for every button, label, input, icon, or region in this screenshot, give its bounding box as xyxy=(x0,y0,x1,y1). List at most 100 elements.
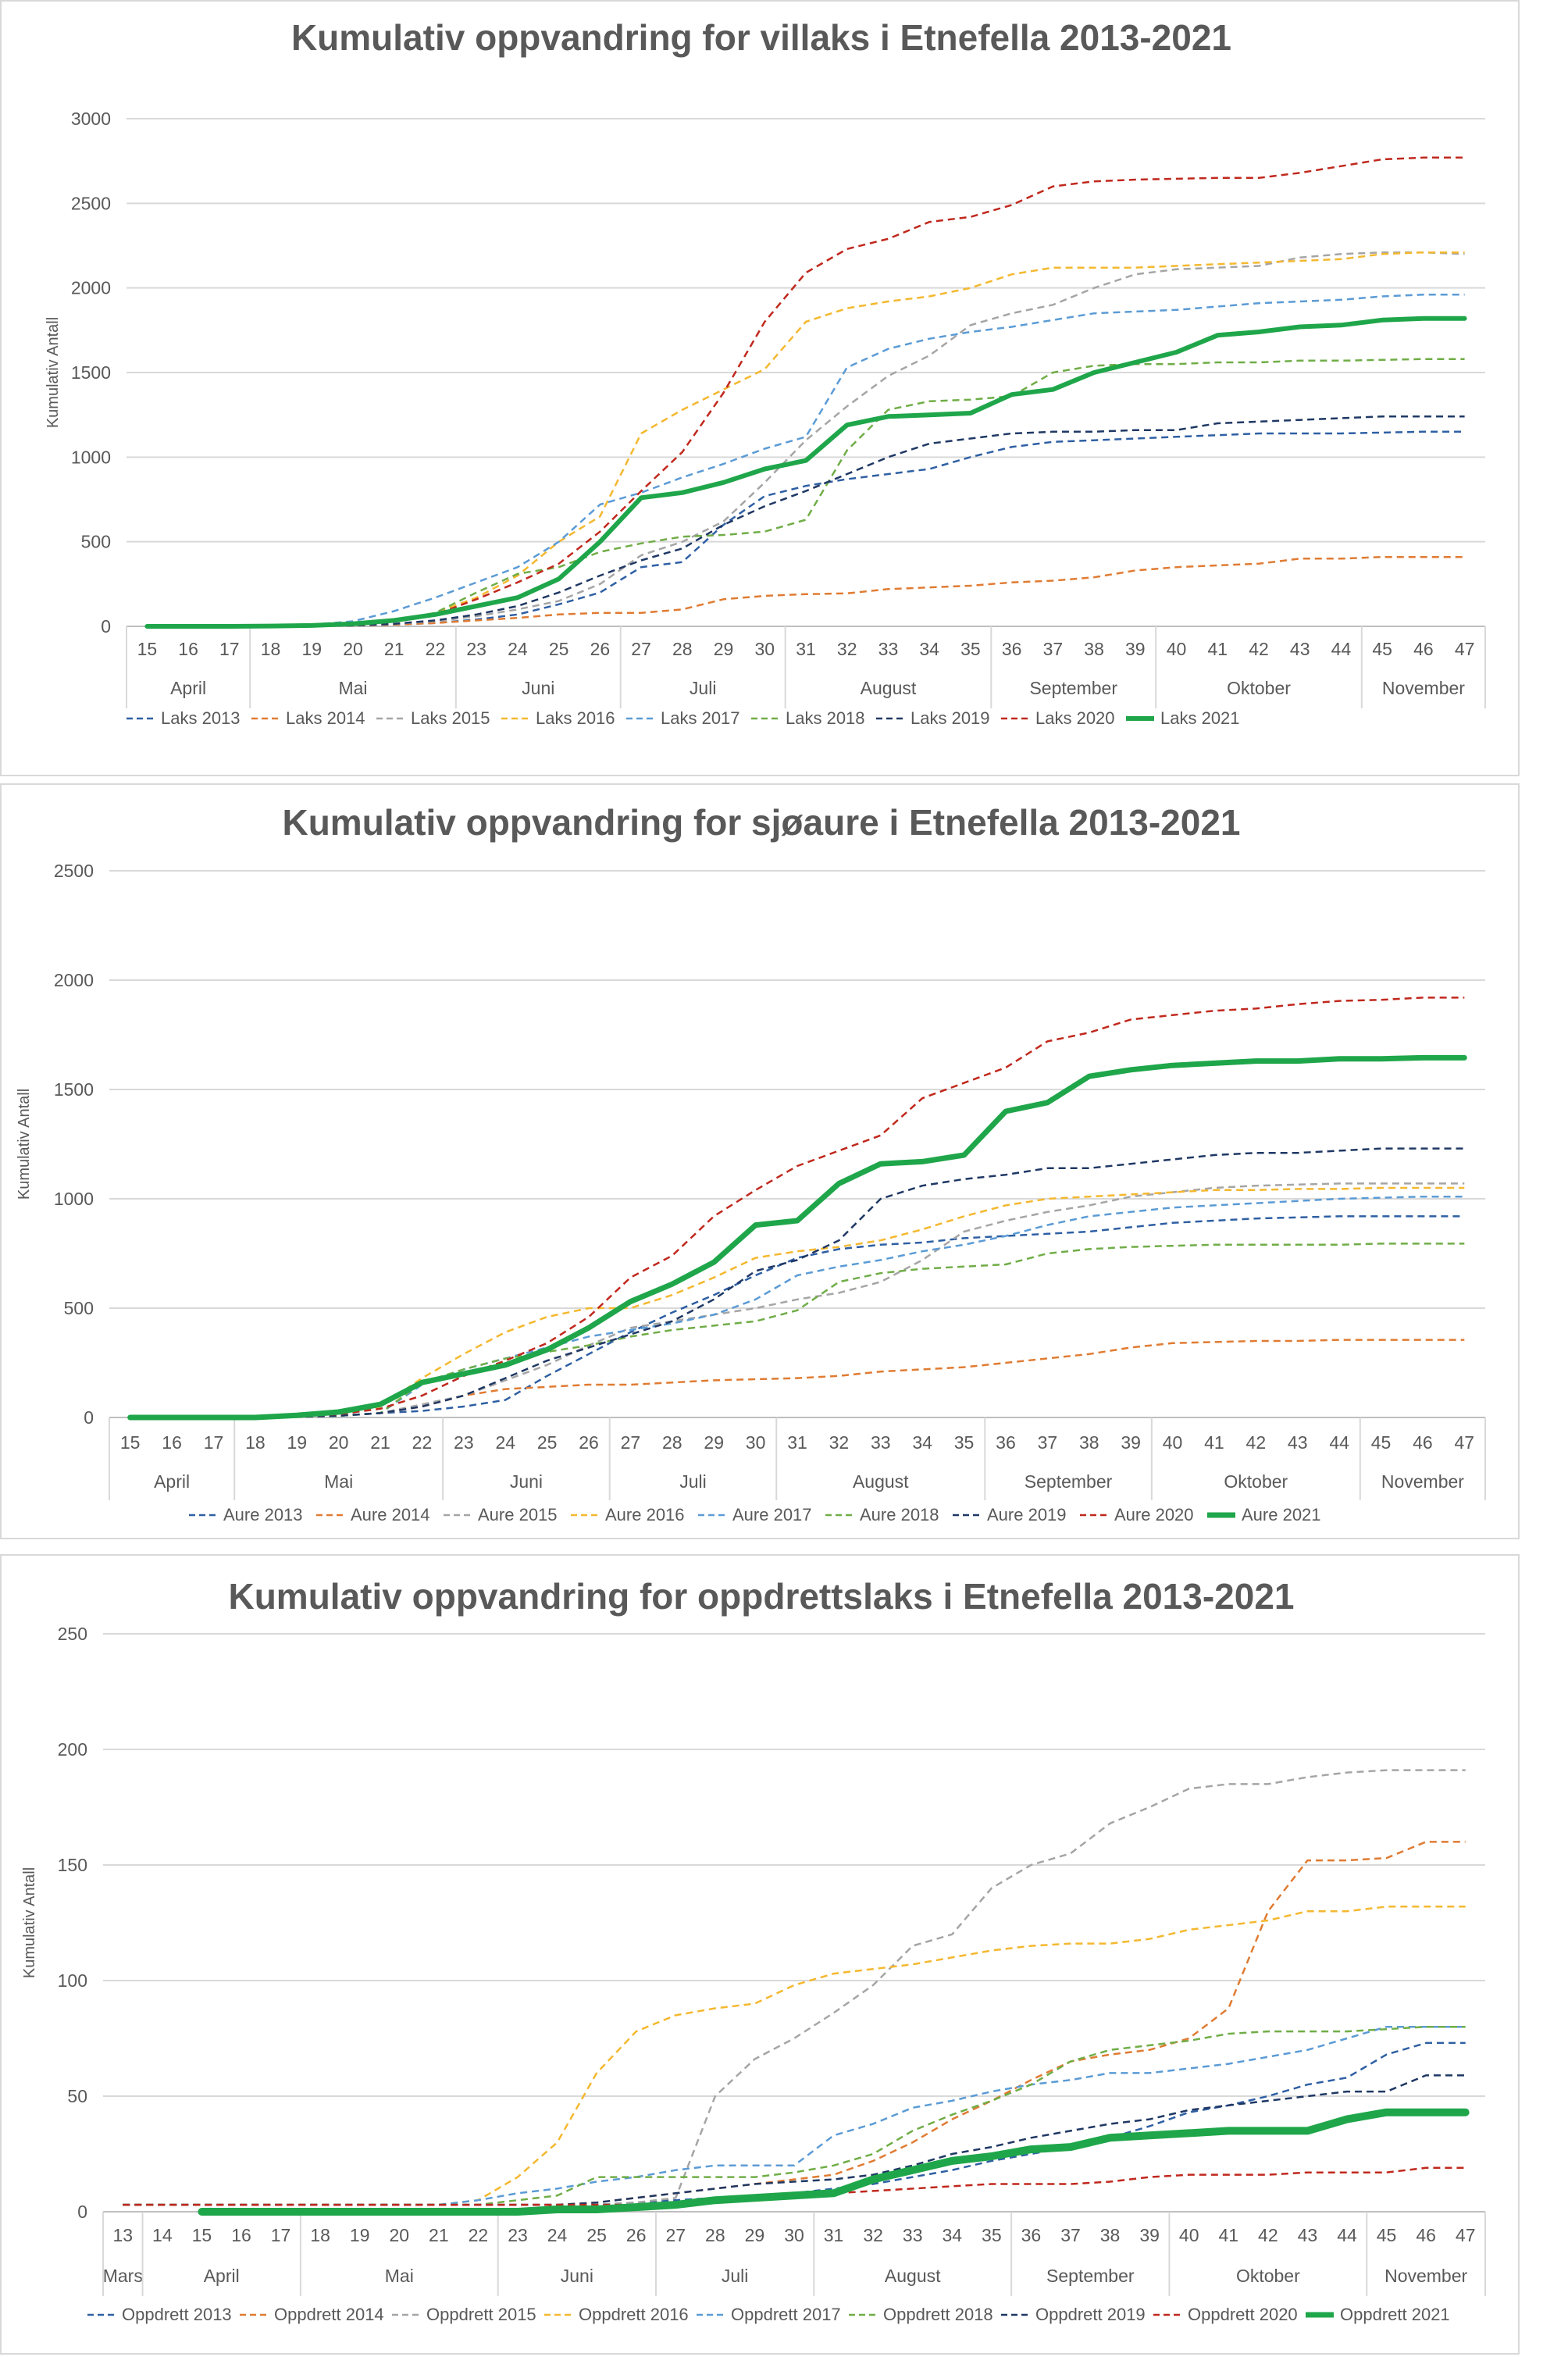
month-label: Oktober xyxy=(1236,2266,1300,2286)
legend-label: Aure 2020 xyxy=(1114,1505,1194,1524)
x-tick-label: 24 xyxy=(508,639,528,659)
series-line-aure-2014 xyxy=(130,1339,1465,1419)
x-tick-label: 21 xyxy=(370,1432,390,1453)
series-line-laks-2015 xyxy=(147,251,1465,628)
y-tick-label: 250 xyxy=(58,1624,87,1644)
series-line-oppdrett-2015 xyxy=(123,1769,1466,2206)
series-line-laks-2013 xyxy=(147,430,1465,628)
month-label: Mai xyxy=(324,1471,353,1492)
x-tick-label: 34 xyxy=(919,639,939,659)
x-tick-label: 16 xyxy=(178,639,198,659)
x-tick-label: 39 xyxy=(1121,1432,1141,1453)
legend-label: Aure 2016 xyxy=(605,1505,685,1524)
y-tick-label: 2500 xyxy=(71,193,111,213)
legend-label: Laks 2016 xyxy=(536,708,615,728)
legend-label: Oppdrett 2019 xyxy=(1035,2305,1146,2324)
x-tick-label: 42 xyxy=(1258,2225,1278,2245)
legend-label: Aure 2014 xyxy=(351,1505,430,1524)
legend-label: Laks 2015 xyxy=(411,708,490,728)
legend-label: Aure 2021 xyxy=(1242,1505,1321,1524)
x-tick-label: 33 xyxy=(903,2225,923,2245)
x-tick-label: 30 xyxy=(784,2225,804,2245)
y-tick-label: 1500 xyxy=(54,1079,94,1100)
month-label: Oktober xyxy=(1227,678,1291,698)
x-tick-label: 45 xyxy=(1372,639,1392,659)
x-tick-label: 32 xyxy=(837,639,857,659)
x-tick-label: 15 xyxy=(120,1432,141,1453)
x-tick-label: 38 xyxy=(1084,639,1104,659)
x-tick-label: 18 xyxy=(261,639,281,659)
x-tick-label: 35 xyxy=(954,1432,975,1453)
month-label: August xyxy=(861,678,917,698)
x-tick-label: 25 xyxy=(537,1432,558,1453)
legend-label: Laks 2020 xyxy=(1035,708,1115,728)
month-label: Mars xyxy=(103,2266,143,2286)
x-tick-label: 38 xyxy=(1100,2225,1121,2245)
y-tick-label: 0 xyxy=(101,616,111,636)
series-line-oppdrett-2021 xyxy=(198,2108,1470,2216)
x-tick-label: 31 xyxy=(796,639,816,659)
legend-label: Laks 2017 xyxy=(661,708,740,728)
month-label: September xyxy=(1025,1471,1113,1492)
x-tick-label: 45 xyxy=(1377,2225,1397,2245)
x-tick-label: 36 xyxy=(996,1432,1016,1453)
series-line-oppdrett-2017 xyxy=(123,2025,1466,2206)
x-tick-label: 39 xyxy=(1125,639,1146,659)
legend-label: Aure 2018 xyxy=(860,1505,939,1524)
chart-panel-sjoaure: Kumulativ oppvandring for sjøaure i Etne… xyxy=(0,783,1520,1539)
chart-villaks: Kumulativ oppvandring for villaks i Etne… xyxy=(45,17,1486,728)
legend-label: Oppdrett 2015 xyxy=(426,2305,536,2324)
x-tick-label: 18 xyxy=(245,1432,265,1453)
y-axis-label: Kumulativ Antall xyxy=(16,1089,33,1200)
legend-label: Laks 2021 xyxy=(1160,708,1240,728)
chart-panel-villaks: Kumulativ oppvandring for villaks i Etne… xyxy=(0,0,1520,776)
x-tick-label: 31 xyxy=(824,2225,844,2245)
legend-label: Oppdrett 2021 xyxy=(1340,2305,1450,2324)
month-label: Juni xyxy=(510,1471,543,1492)
x-tick-label: 29 xyxy=(745,2225,765,2245)
x-tick-label: 41 xyxy=(1207,639,1228,659)
x-tick-label: 37 xyxy=(1038,1432,1058,1453)
x-tick-label: 24 xyxy=(547,2225,568,2245)
x-tick-label: 32 xyxy=(863,2225,883,2245)
legend-label: Oppdrett 2018 xyxy=(883,2305,993,2324)
x-tick-label: 47 xyxy=(1455,639,1475,659)
month-label: Juli xyxy=(722,2266,749,2286)
x-tick-label: 23 xyxy=(508,2225,528,2245)
x-tick-label: 14 xyxy=(152,2225,173,2245)
x-tick-label: 35 xyxy=(982,2225,1002,2245)
x-tick-label: 26 xyxy=(579,1432,599,1453)
y-tick-label: 2000 xyxy=(54,970,94,990)
month-label: Juli xyxy=(690,678,717,698)
series-line-laks-2017 xyxy=(147,294,1465,628)
x-tick-label: 25 xyxy=(586,2225,607,2245)
month-label: Juli xyxy=(679,1471,707,1492)
x-tick-label: 21 xyxy=(384,639,404,659)
x-tick-label: 30 xyxy=(754,639,775,659)
x-tick-label: 32 xyxy=(829,1432,850,1453)
month-label: Juni xyxy=(561,2266,593,2286)
x-tick-label: 40 xyxy=(1167,639,1187,659)
legend-label: Oppdrett 2014 xyxy=(274,2305,384,2324)
x-tick-label: 43 xyxy=(1288,1432,1308,1453)
x-tick-label: 37 xyxy=(1043,639,1064,659)
x-tick-label: 22 xyxy=(426,639,446,659)
y-tick-label: 150 xyxy=(58,1855,87,1875)
x-tick-label: 47 xyxy=(1455,1432,1475,1453)
x-tick-label: 40 xyxy=(1163,1432,1183,1453)
series-line-oppdrett-2016 xyxy=(123,1906,1466,2206)
x-tick-label: 37 xyxy=(1060,2225,1081,2245)
chart-title: Kumulativ oppvandring for oppdrettslaks … xyxy=(228,1576,1294,1617)
x-tick-label: 43 xyxy=(1290,639,1310,659)
x-tick-label: 29 xyxy=(714,639,734,659)
y-axis-label: Kumulativ Antall xyxy=(21,1867,38,1978)
x-tick-label: 31 xyxy=(787,1432,807,1453)
month-label: Mai xyxy=(338,678,367,698)
legend-label: Oppdrett 2013 xyxy=(122,2305,232,2324)
month-label: April xyxy=(154,1471,190,1492)
x-tick-label: 43 xyxy=(1298,2225,1318,2245)
x-tick-label: 33 xyxy=(878,639,899,659)
series-line-aure-2015 xyxy=(130,1182,1465,1419)
month-label: August xyxy=(853,1471,909,1492)
series-line-aure-2019 xyxy=(130,1147,1465,1419)
